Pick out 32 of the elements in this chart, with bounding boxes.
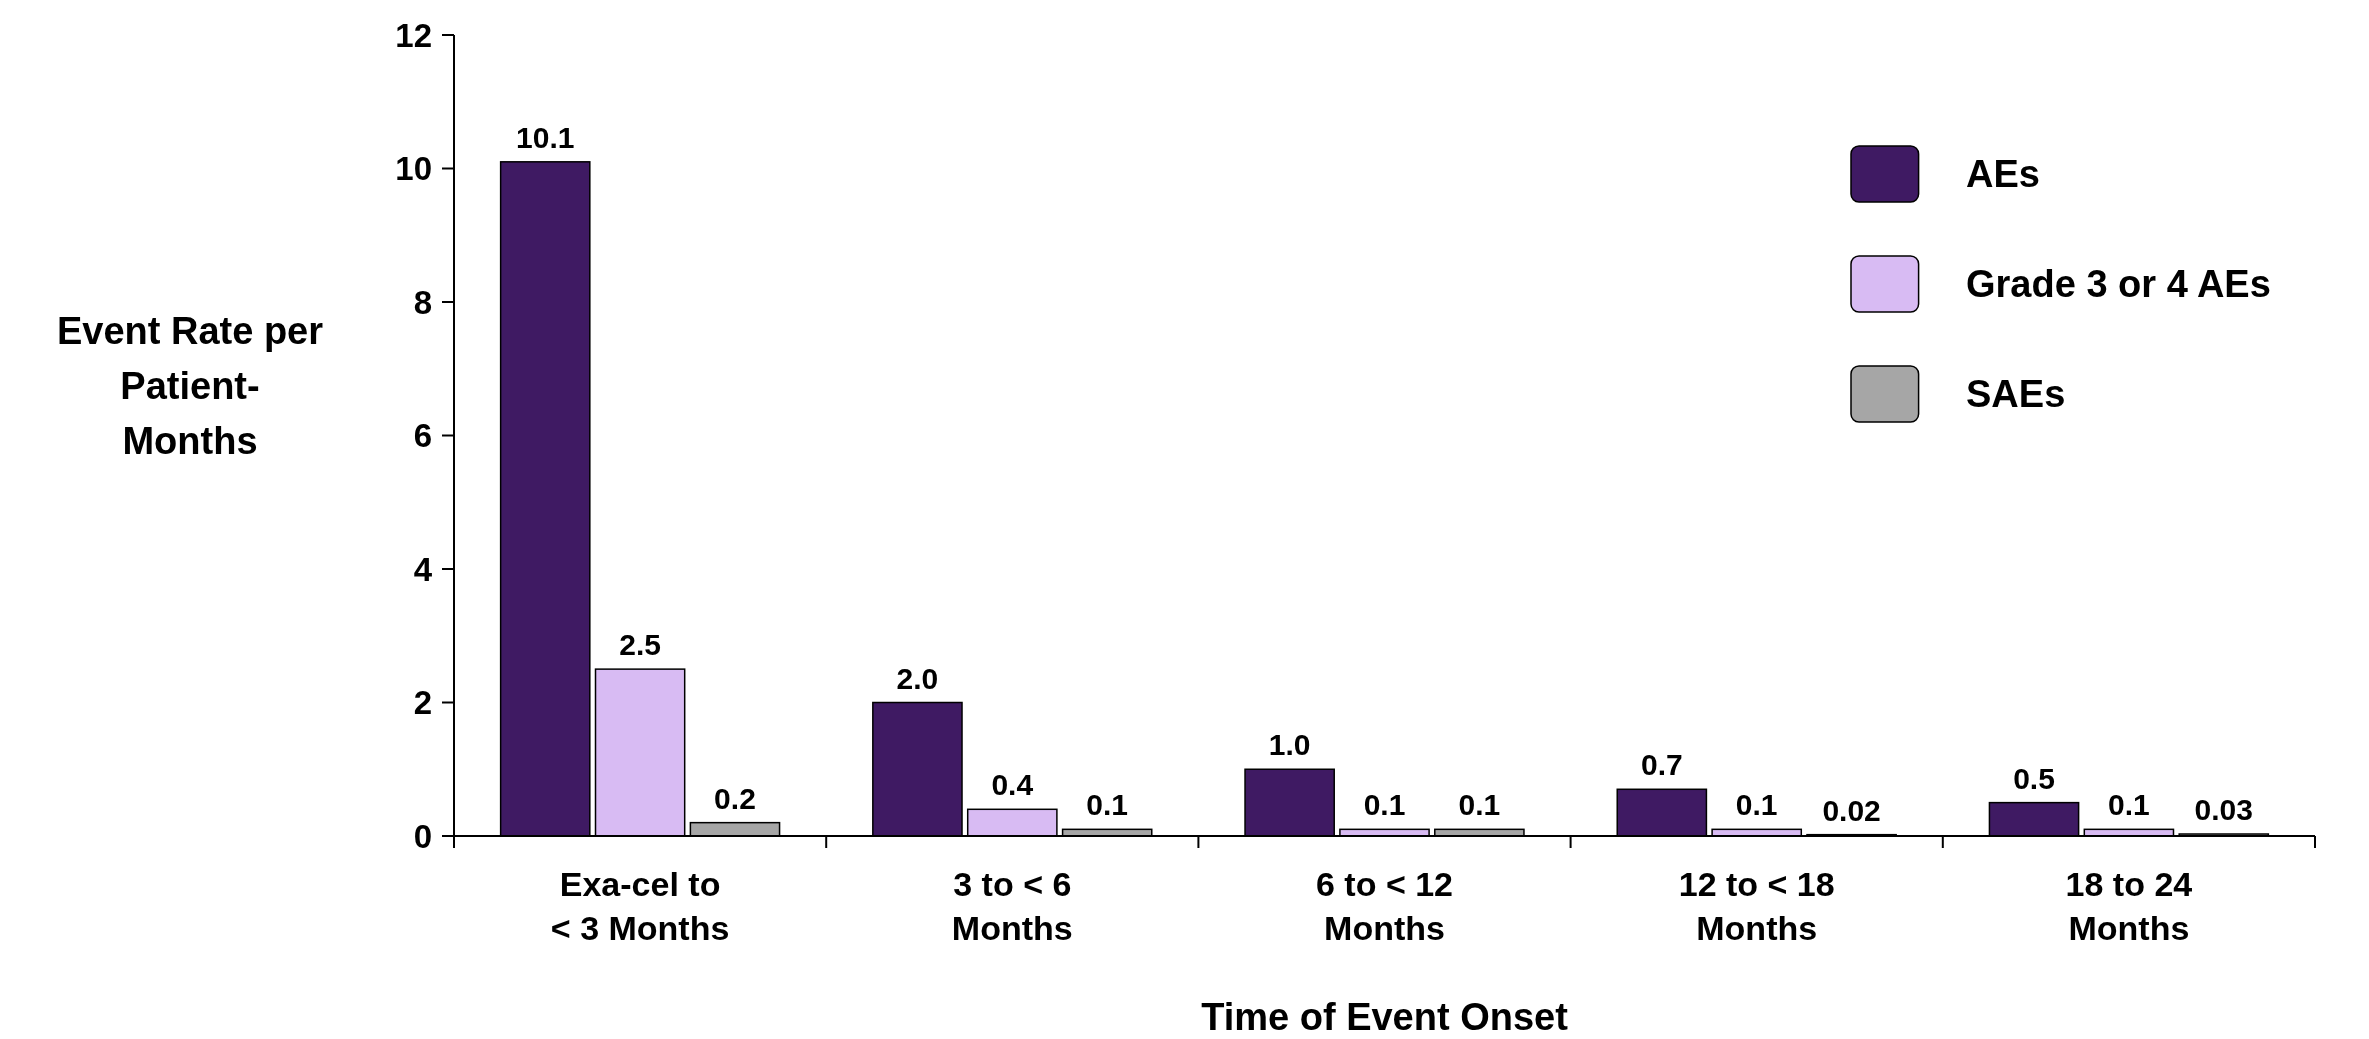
data-label: 2.0 [896, 661, 939, 695]
data-label: 0.1 [1363, 788, 1406, 822]
x-tick-label: 3 to < 6 Months [951, 865, 1073, 947]
data-label: 0.03 [2194, 793, 2253, 826]
data-label: 0.7 [1640, 748, 1683, 782]
y-axis-title: Event Rate per Patient- Months [56, 310, 324, 462]
x-tick-label: 18 to 24 Months [2065, 865, 2193, 947]
data-label: 1.0 [1268, 728, 1311, 762]
data-label: 0.1 [1458, 788, 1501, 822]
y-tick-label: 10 [395, 150, 432, 188]
y-tick-label: 4 [413, 550, 433, 588]
legend-label: SAEs [1966, 373, 2066, 416]
y-tick-label: 2 [413, 684, 432, 722]
legend-label: AEs [1966, 153, 2040, 196]
data-label: 10.1 [516, 120, 575, 154]
data-label: 0.1 [1086, 788, 1129, 822]
x-tick-label: Exa-cel to < 3 Months [550, 865, 730, 947]
data-label: 0.5 [2013, 761, 2055, 795]
y-tick-label: 0 [413, 817, 432, 855]
data-label: 0.1 [2108, 788, 2150, 822]
y-tick-label: 12 [395, 16, 432, 54]
x-tick-label: 12 to < 18 Months [1678, 865, 1835, 947]
x-tick-label: 6 to < 12 Months [1315, 865, 1454, 947]
y-tick-label: 6 [413, 417, 432, 455]
legend-label: Grade 3 or 4 AEs [1966, 263, 2271, 306]
data-label: 0.2 [714, 781, 756, 815]
data-label: 0.02 [1822, 793, 1881, 827]
data-label: 2.5 [619, 628, 661, 662]
y-tick-label: 8 [413, 283, 432, 321]
data-label: 0.1 [1735, 788, 1778, 822]
data-label: 0.4 [991, 768, 1034, 802]
x-axis-title: Time of Event Onset [1201, 996, 1569, 1038]
